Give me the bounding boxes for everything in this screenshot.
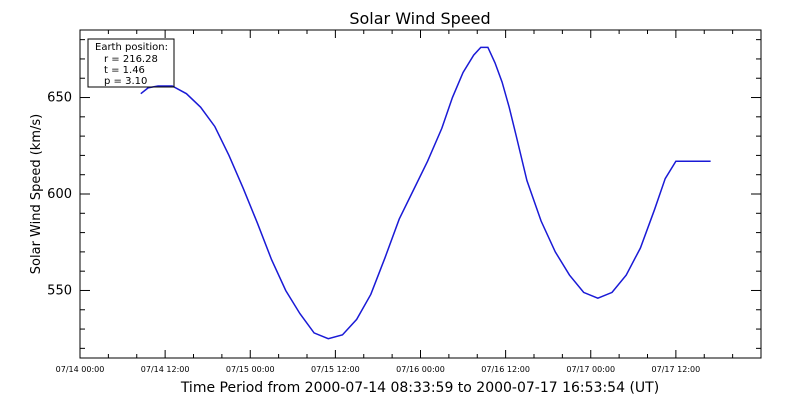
x-tick-label: 07/14 00:00 [56, 365, 105, 374]
x-axis-ticks: 07/14 00:00 07/14 12:00 07/15 00:00 07/15 1… [56, 30, 762, 374]
earth-position-legend: Earth position: r = 216.28 t = 1.46 p = … [87, 38, 175, 88]
y-axis-label: Solar Wind Speed (km/s) [29, 114, 44, 274]
x-tick-label: 07/14 12:00 [141, 365, 190, 374]
y-axis-ticks: 550 600 650 [47, 39, 761, 349]
plot-frame [79, 29, 762, 359]
legend-box [87, 38, 175, 88]
x-tick-label: 07/15 00:00 [226, 365, 275, 374]
legend-line-r: r = 216.28 [104, 54, 158, 65]
x-tick-label: 07/15 12:00 [311, 365, 360, 374]
y-tick-label: 650 [47, 91, 72, 106]
x-tick-label: 07/16 00:00 [396, 365, 445, 374]
chart-title: Solar Wind Speed [349, 9, 490, 28]
legend-title: Earth position: [95, 42, 168, 53]
x-tick-label: 07/17 12:00 [652, 365, 701, 374]
x-tick-label: 07/17 00:00 [566, 365, 615, 374]
x-tick-label: 07/16 12:00 [481, 365, 530, 374]
x-axis-label: Time Period from 2000-07-14 08:33:59 to … [180, 380, 659, 396]
y-tick-label: 600 [47, 187, 72, 202]
legend-line-t: t = 1.46 [104, 65, 145, 76]
legend-line-p: p = 3.10 [104, 76, 147, 87]
y-tick-label: 550 [47, 283, 72, 298]
series-line-solar-wind-speed [140, 46, 711, 340]
